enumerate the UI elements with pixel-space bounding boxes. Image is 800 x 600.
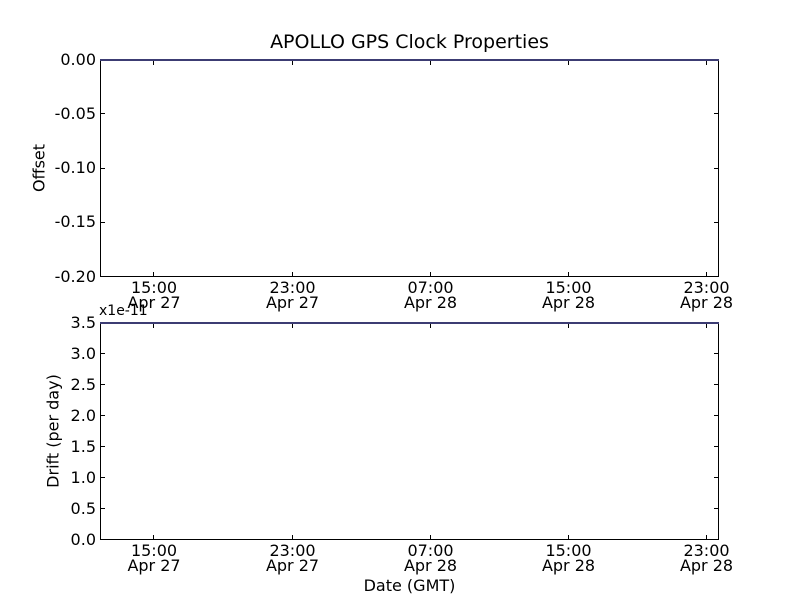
y-tick-mark-right — [714, 221, 718, 223]
x-tick-time-text: 15:00 — [130, 278, 178, 297]
x-tick-date-text: Apr 28 — [403, 556, 458, 575]
x-tick-mark-bottom — [567, 535, 569, 539]
y-tick-label: 3.5 — [70, 312, 96, 332]
x-tick-time-text: 23:00 — [683, 278, 730, 297]
y-tick-mark-right — [714, 539, 718, 540]
x-tick-mark-top — [567, 61, 569, 65]
x-tick-date-text: Apr 28 — [679, 556, 734, 575]
x-tick-time-text: 07:00 — [407, 541, 454, 560]
x-tick-date-text: Apr 27 — [127, 293, 181, 312]
y-tick-mark-left — [101, 221, 105, 223]
x-tick-mark-bottom — [705, 535, 707, 539]
x-tick-label: 15:00 Apr 27 — [127, 278, 181, 312]
y-tick-label: 0.5 — [70, 498, 96, 518]
y-tick-label: 2.0 — [70, 405, 96, 425]
x-tick-mark-top — [291, 324, 293, 328]
x-tick-mark-top — [429, 324, 431, 328]
x-tick-mark-bottom — [705, 272, 707, 276]
x-tick-mark-bottom — [153, 535, 154, 539]
x-tick-time-text: 23:00 — [269, 278, 316, 297]
x-axis-label: Date (GMT) — [363, 576, 456, 595]
x-tick-time-text: 07:00 — [407, 278, 454, 297]
y-tick-label: -0.05 — [54, 103, 96, 123]
top-y-axis-label: Offset — [29, 143, 49, 193]
y-tick-label: 0.0 — [70, 529, 96, 549]
y-tick-mark-left — [101, 276, 105, 277]
chart-title: APOLLO GPS Clock Properties — [270, 31, 549, 53]
x-tick-mark-top — [567, 324, 569, 328]
x-tick-label: 23:00 Apr 27 — [265, 541, 320, 575]
x-tick-date-text: Apr 27 — [265, 293, 320, 312]
y-tick-mark-right — [714, 446, 718, 447]
y-tick-mark-right — [714, 353, 718, 354]
y-tick-mark-left — [101, 477, 105, 478]
drift-data-line — [100, 322, 719, 324]
x-tick-mark-bottom — [291, 272, 293, 276]
x-tick-label: 07:00 Apr 28 — [403, 541, 458, 575]
bottom-axes-drift-plot: 15:00 Apr 27 23:00 Apr 27 07:00 Apr 28 15:00 Ap… — [71, 314, 734, 574]
y-tick-mark-left — [101, 446, 105, 447]
y-tick-mark-left — [101, 508, 105, 509]
x-tick-time-text: 23:00 — [269, 541, 316, 560]
x-tick-label: 15:00 Apr 28 — [541, 541, 596, 575]
y-tick-mark-left — [101, 539, 105, 540]
x-tick-time-text: 15:00 — [130, 541, 178, 560]
y-tick-mark-left — [101, 384, 105, 385]
x-tick-label: 07:00 Apr 28 — [403, 278, 458, 312]
x-tick-date-text: Apr 27 — [127, 556, 181, 575]
x-tick-mark-top — [429, 61, 431, 65]
x-tick-time-text: 15:00 — [545, 541, 592, 560]
y-tick-label: -0.10 — [54, 158, 96, 177]
y-tick-mark-right — [714, 167, 718, 169]
x-tick-label: 23:00 Apr 28 — [679, 278, 734, 312]
offset-data-line — [100, 59, 719, 61]
x-tick-date-text: Apr 28 — [679, 293, 734, 312]
x-tick-date-text: Apr 28 — [403, 293, 458, 312]
y-scale-multiplier-label: x1e-11 — [99, 303, 148, 319]
y-tick-label: -0.15 — [54, 212, 96, 232]
x-tick-mark-bottom — [429, 535, 431, 539]
y-tick-mark-right — [714, 477, 718, 478]
y-tick-mark-left — [101, 113, 105, 115]
y-tick-label: 1.5 — [70, 436, 96, 456]
y-tick-mark-left — [101, 415, 105, 416]
x-tick-mark-top — [153, 324, 154, 328]
x-tick-mark-bottom — [291, 535, 293, 539]
x-tick-mark-top — [705, 324, 707, 328]
x-tick-mark-top — [153, 61, 154, 65]
x-tick-label: 23:00 Apr 27 — [265, 278, 320, 312]
x-tick-time-text: 23:00 — [683, 541, 730, 560]
y-tick-label: 3.0 — [70, 343, 96, 363]
top-axes-offset-plot: 15:00 Apr 27 23:00 Apr 27 07:00 Apr 28 15:00 Ap… — [55, 51, 733, 311]
bottom-y-axis-label: Drift (per day) — [43, 374, 63, 488]
x-tick-label: 23:00 Apr 28 — [679, 541, 734, 575]
x-tick-label: 15:00 Apr 27 — [127, 541, 181, 575]
x-tick-date-text: Apr 27 — [265, 556, 320, 575]
y-tick-mark-right — [714, 415, 718, 416]
y-tick-mark-right — [714, 113, 718, 115]
y-tick-label: 0.00 — [60, 49, 96, 69]
x-tick-time-text: 15:00 — [545, 278, 592, 297]
y-tick-mark-left — [101, 353, 105, 354]
x-tick-mark-top — [705, 61, 707, 65]
y-tick-label: 2.5 — [70, 374, 96, 394]
x-tick-mark-bottom — [429, 272, 431, 276]
y-tick-mark-right — [714, 384, 718, 385]
y-tick-mark-left — [101, 167, 105, 169]
x-tick-date-text: Apr 28 — [541, 293, 596, 312]
y-tick-mark-right — [714, 508, 718, 509]
x-tick-date-text: Apr 28 — [541, 556, 596, 575]
y-tick-label: 1.0 — [70, 467, 96, 487]
x-tick-mark-top — [291, 61, 293, 65]
x-tick-label: 15:00 Apr 28 — [541, 278, 596, 312]
y-tick-mark-right — [714, 276, 718, 277]
x-tick-mark-bottom — [153, 272, 154, 276]
x-tick-mark-bottom — [567, 272, 569, 276]
y-tick-label: -0.20 — [54, 266, 96, 286]
